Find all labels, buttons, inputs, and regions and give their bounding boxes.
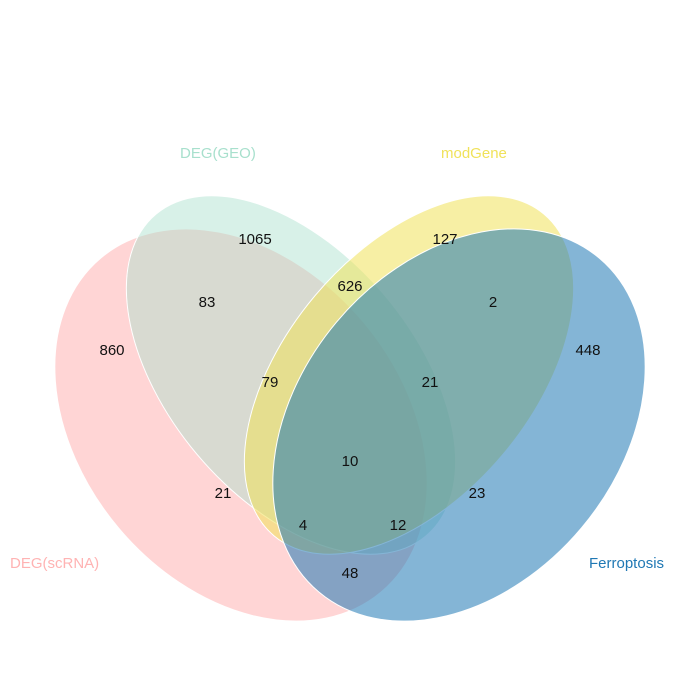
count-all-four: 10 [342,453,359,470]
set-label-ferro: Ferroptosis [589,555,664,572]
count-scrna-only: 860 [99,342,124,359]
count-scrna-geo: 83 [199,294,216,311]
count-geo-only: 1065 [238,231,271,248]
count-scrna-ferro: 48 [342,565,359,582]
set-label-mod: modGene [441,145,507,162]
count-geo-mod: 626 [337,278,362,295]
count-scrna-geo-mod: 79 [262,374,279,391]
set-ellipse-ferro [272,228,646,622]
count-geo-ferro: 23 [469,485,486,502]
count-ferro-only: 448 [575,342,600,359]
count-scrna-mod: 21 [215,485,232,502]
count-mod-ferro: 2 [489,294,497,311]
count-geo-mod-ferro: 21 [422,374,439,391]
set-label-scrna: DEG(scRNA) [10,555,99,572]
set-label-geo: DEG(GEO) [180,145,256,162]
count-mod-only: 127 [432,231,457,248]
count-scrna-mod-ferro: 4 [299,517,307,534]
count-scrna-geo-ferro: 12 [390,517,407,534]
